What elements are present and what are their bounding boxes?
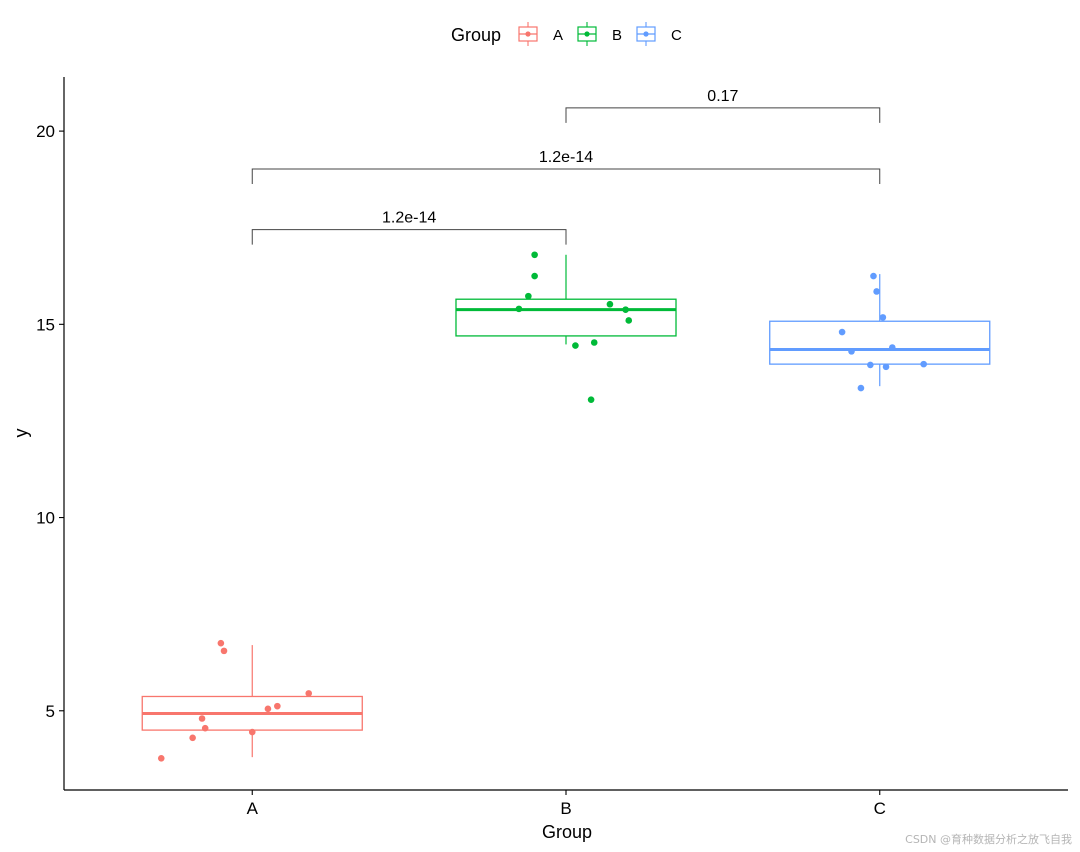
data-point-C [857,384,865,392]
comparison-pvalue: 1.2e-14 [539,149,593,166]
data-point-C [920,360,927,368]
box-A [141,645,363,758]
legend: Group A B C [451,22,682,46]
data-point-B [531,272,538,280]
box-B [455,254,677,345]
box-C [769,274,991,387]
y-tick-label: 20 [36,122,55,141]
legend-item-A: A [518,22,563,46]
legend-label: C [671,27,682,44]
data-point-B [572,342,579,349]
y-tick-label: 15 [36,315,55,334]
data-point-B [622,306,629,313]
data-point-A [189,734,196,742]
box-iqr [769,320,991,365]
data-point-B [625,317,633,324]
legend-item-B: B [577,22,622,46]
box-iqr [455,298,677,337]
comparison-B-C: 0.17 [565,88,881,123]
data-point-A [157,755,165,762]
comparison-A-C: 1.2e-14 [251,149,881,184]
watermark: CSDN @育种数据分析之放飞自我 [905,833,1072,846]
data-point-B [606,300,614,308]
comparison-bracket [251,229,567,245]
y-axis-title: y [11,429,31,438]
data-point-B [590,339,598,346]
x-axis-title: Group [542,822,592,842]
data-point-A [220,647,228,655]
data-point-C [870,272,877,280]
comparison-pvalue: 0.17 [707,88,738,105]
data-point-A [201,724,209,732]
legend-key-point [584,31,590,37]
legend-label: B [612,27,622,44]
data-point-B [531,251,538,259]
data-point-A [217,639,225,647]
data-point-C [889,344,896,351]
y-tick-label: 5 [46,702,55,721]
data-point-B [525,292,532,300]
comparison-pvalue: 1.2e-14 [382,210,436,227]
data-point-C [838,328,846,336]
data-point-A [305,690,313,697]
y-tick-label: 10 [36,509,55,528]
data-point-A [198,715,206,722]
legend-key-point [525,31,531,37]
x-tick-label: C [874,799,886,818]
data-point-C [873,288,880,295]
data-point-A [264,705,272,713]
data-point-C [848,348,855,355]
comparison-A-B: 1.2e-14 [251,210,567,245]
data-point-A [248,728,256,736]
comparison-bracket [251,168,881,184]
legend-label: A [553,27,563,44]
data-point-A [274,702,281,710]
data-point-B [587,396,595,403]
data-point-C [882,363,890,371]
data-point-C [867,361,874,369]
x-tick-label: B [560,799,571,818]
data-point-B [515,305,523,313]
legend-title: Group [451,25,501,45]
legend-key-point [643,31,649,37]
legend-item-C: C [636,22,682,46]
x-tick-label: A [247,799,259,818]
comparison-bracket [565,107,881,123]
data-point-C [879,314,887,321]
